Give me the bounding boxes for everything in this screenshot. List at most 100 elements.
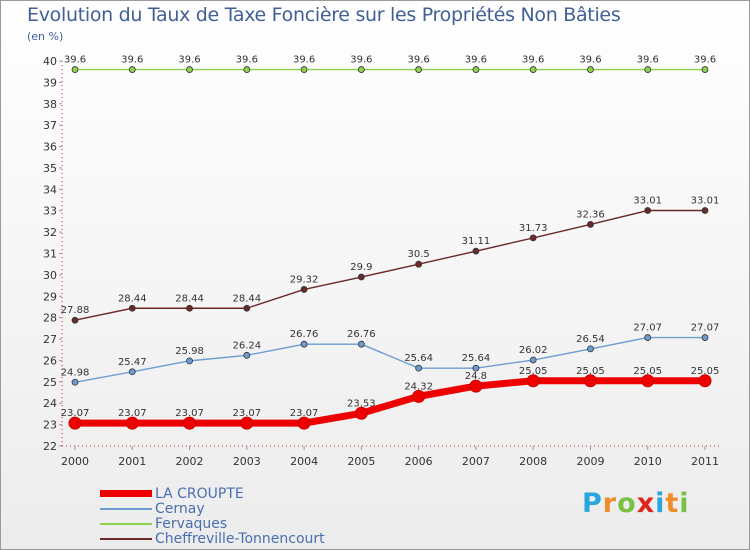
data-label: 28.44: [232, 293, 261, 304]
logo-letter: t: [665, 488, 680, 519]
data-label: 39.6: [178, 55, 200, 66]
data-label: 25.47: [118, 357, 147, 368]
y-tick-label: 28: [43, 312, 57, 325]
data-label: 23.53: [347, 398, 376, 409]
series-lines: [71, 68, 709, 427]
data-label: 24.98: [61, 367, 90, 378]
data-point: [701, 207, 709, 214]
x-tick-label: 2005: [347, 455, 375, 468]
data-label: 26.54: [576, 334, 605, 345]
y-tick-label: 29: [43, 290, 57, 303]
data-label: 25.64: [404, 353, 433, 364]
data-label: 27.07: [633, 323, 662, 334]
data-label: 25.05: [691, 366, 720, 377]
data-point: [71, 378, 79, 386]
logo-letter: i: [679, 488, 690, 519]
series-points: [68, 66, 712, 430]
data-point: [300, 340, 308, 348]
data-label: 39.6: [293, 55, 315, 66]
series-line-1: [74, 336, 706, 383]
data-label: 23.07: [290, 408, 319, 419]
data-point: [469, 379, 483, 393]
data-label: 25.64: [462, 353, 491, 364]
data-label: 27.07: [691, 323, 720, 334]
data-point: [240, 416, 254, 430]
data-label: 29.32: [290, 274, 319, 285]
data-point: [529, 66, 537, 73]
chart-title: Evolution du Taux de Taxe Foncière sur l…: [27, 4, 621, 26]
data-point: [701, 66, 709, 73]
legend-label: Cheffreville-Tonnencourt: [155, 531, 325, 547]
x-tick-label: 2007: [462, 455, 490, 468]
data-point: [128, 66, 136, 73]
logo-letter: r: [602, 488, 618, 519]
data-point: [354, 406, 368, 420]
data-label: 24.8: [465, 371, 487, 382]
legend-swatch: [100, 508, 152, 510]
data-point: [587, 345, 594, 353]
y-tick-label: 32: [43, 226, 57, 239]
y-tick-label: 24: [43, 397, 57, 410]
data-point: [243, 304, 251, 312]
data-label: 39.6: [64, 55, 86, 66]
data-point: [186, 357, 193, 365]
data-point: [529, 356, 537, 364]
x-tick-label: 2002: [176, 455, 204, 468]
data-label: 33.01: [633, 196, 662, 207]
data-point: [128, 368, 136, 376]
y-tick-label: 40: [43, 55, 57, 68]
data-label: 23.07: [61, 408, 90, 419]
y-tick-label: 37: [43, 119, 57, 132]
data-label: 27.88: [61, 305, 90, 316]
data-label: 39.6: [637, 55, 659, 66]
x-tick-label: 2010: [634, 455, 662, 468]
series-line-0: [71, 377, 709, 427]
data-label: 31.11: [462, 236, 491, 247]
data-point: [68, 416, 82, 430]
x-tick-label: 2006: [405, 455, 433, 468]
legend-swatch: [100, 538, 152, 540]
y-tick-label: 26: [43, 354, 57, 367]
data-labels: 23.07 23.07 23.07 23.07 23.07 23.53 24.32 24.8 2…: [61, 55, 720, 420]
data-point: [644, 66, 652, 73]
y-tick-label: 36: [43, 141, 57, 154]
data-label: 39.6: [522, 55, 544, 66]
data-label: 25.98: [175, 346, 204, 357]
data-label: 39.6: [408, 55, 430, 66]
data-label: 23.07: [232, 408, 261, 419]
data-label: 24.32: [404, 381, 433, 392]
data-label: 39.6: [350, 55, 372, 66]
data-label: 28.44: [175, 293, 204, 304]
data-point: [186, 66, 193, 73]
legend-swatch: [100, 523, 152, 525]
data-label: 33.01: [691, 196, 720, 207]
series-line-3: [74, 209, 706, 321]
data-point: [71, 316, 79, 324]
legend-item: Cernay: [100, 501, 380, 517]
data-label: 25.05: [633, 366, 662, 377]
legend-item: LA CROUPTE: [100, 486, 380, 502]
data-label: 32.36: [576, 209, 605, 220]
data-label: 39.6: [121, 55, 143, 66]
data-point: [412, 389, 426, 403]
data-label: 39.6: [465, 55, 487, 66]
logo-letter: x: [636, 488, 656, 519]
data-point: [583, 374, 597, 388]
data-point: [472, 364, 480, 372]
data-label: 39.6: [694, 55, 716, 66]
data-point: [183, 416, 197, 430]
data-point: [300, 286, 308, 293]
data-point: [526, 374, 540, 388]
legend-label: LA CROUPTE: [155, 486, 244, 502]
y-tick-label: 33: [43, 205, 57, 218]
data-point: [357, 66, 365, 73]
data-point: [701, 334, 709, 341]
data-point: [644, 334, 652, 341]
data-label: 25.05: [519, 366, 548, 377]
data-point: [472, 247, 480, 255]
data-point: [529, 234, 537, 242]
legend-swatch: [100, 490, 152, 497]
data-label: 23.07: [118, 408, 147, 419]
